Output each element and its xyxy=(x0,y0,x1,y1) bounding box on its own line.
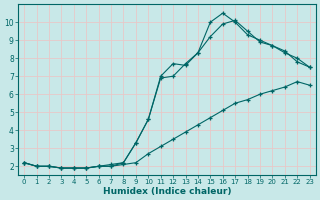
X-axis label: Humidex (Indice chaleur): Humidex (Indice chaleur) xyxy=(103,187,231,196)
